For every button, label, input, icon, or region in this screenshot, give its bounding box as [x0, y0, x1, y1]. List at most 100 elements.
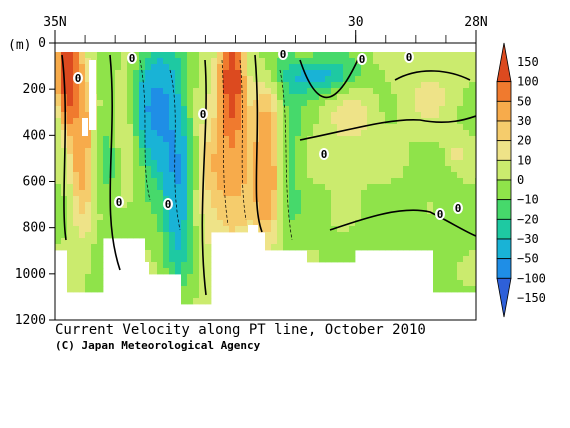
field-cell	[349, 244, 356, 251]
field-cell	[85, 262, 92, 269]
field-cell	[289, 184, 296, 191]
field-cell	[379, 58, 386, 65]
field-cell	[91, 190, 98, 197]
field-cell	[211, 76, 218, 83]
contour-line	[279, 69, 293, 241]
field-cell	[439, 280, 446, 287]
field-cell	[445, 268, 452, 275]
field-cell	[277, 76, 284, 83]
field-cell	[169, 232, 176, 239]
field-cell	[265, 166, 272, 173]
field-cell	[97, 280, 104, 287]
field-cell	[325, 226, 332, 233]
field-cell	[211, 124, 218, 131]
field-cell	[85, 70, 92, 77]
field-cell	[421, 196, 428, 203]
field-cell	[289, 154, 296, 161]
field-cell	[169, 262, 176, 269]
field-cell	[91, 184, 98, 191]
field-cell	[361, 208, 368, 215]
field-cell	[193, 250, 200, 257]
field-cell	[169, 112, 176, 119]
field-cell	[433, 136, 440, 143]
field-cell	[355, 226, 362, 233]
field-cell	[85, 190, 92, 197]
field-cell	[439, 136, 446, 143]
field-cell	[415, 196, 422, 203]
field-cell	[175, 106, 182, 113]
field-cell	[139, 130, 146, 137]
field-cell	[151, 238, 158, 245]
field-cell	[409, 64, 416, 71]
field-cell	[181, 292, 188, 299]
field-cell	[205, 286, 212, 293]
field-cell	[391, 214, 398, 221]
field-cell	[463, 232, 470, 239]
field-cell	[199, 268, 206, 275]
field-cell	[379, 94, 386, 101]
field-cell	[181, 232, 188, 239]
field-cell	[73, 250, 80, 257]
field-cell	[157, 268, 164, 275]
field-cell	[451, 88, 458, 95]
field-cell	[445, 202, 452, 209]
field-cell	[469, 142, 476, 149]
field-cell	[427, 190, 434, 197]
field-cell	[439, 196, 446, 203]
field-cell	[205, 136, 212, 143]
field-cell	[373, 238, 380, 245]
field-cell	[205, 190, 212, 197]
colorbar-swatch	[496, 218, 512, 240]
field-cell	[235, 58, 242, 65]
field-cell	[319, 52, 326, 59]
field-cell	[97, 148, 104, 155]
field-cell	[241, 148, 248, 155]
field-cell	[175, 76, 182, 83]
field-cell	[361, 136, 368, 143]
field-cell	[379, 172, 386, 179]
field-cell	[157, 208, 164, 215]
field-cell	[307, 106, 314, 113]
field-cell	[163, 220, 170, 227]
field-cell	[103, 136, 110, 143]
field-cell	[391, 184, 398, 191]
field-cell	[403, 94, 410, 101]
field-cell	[145, 154, 152, 161]
field-cell	[337, 82, 344, 89]
field-cell	[415, 94, 422, 101]
field-cell	[319, 64, 326, 71]
field-cell	[433, 220, 440, 227]
field-cell	[295, 76, 302, 83]
field-cell	[169, 52, 176, 59]
field-cell	[301, 214, 308, 221]
field-cell	[241, 220, 248, 227]
field-cell	[253, 124, 260, 131]
field-cell	[253, 100, 260, 107]
field-cell	[403, 106, 410, 113]
colorbar-swatch	[496, 100, 512, 122]
field-cell	[139, 100, 146, 107]
field-cell	[301, 106, 308, 113]
field-cell	[115, 58, 122, 65]
field-cell	[103, 94, 110, 101]
field-cell	[409, 94, 416, 101]
field-cell	[427, 160, 434, 167]
field-cell	[451, 196, 458, 203]
field-cell	[187, 124, 194, 131]
field-cell	[139, 172, 146, 179]
field-cell	[415, 238, 422, 245]
field-cell	[265, 184, 272, 191]
field-cell	[211, 214, 218, 221]
field-cell	[133, 142, 140, 149]
field-cell	[259, 226, 266, 233]
field-cell	[55, 112, 62, 119]
field-cell	[361, 64, 368, 71]
field-cell	[469, 208, 476, 215]
field-cell	[79, 274, 86, 281]
field-cell	[385, 76, 392, 83]
field-cell	[175, 226, 182, 233]
field-cell	[451, 166, 458, 173]
field-cell	[403, 112, 410, 119]
field-cell	[217, 112, 224, 119]
contour-label: 0	[129, 52, 136, 65]
